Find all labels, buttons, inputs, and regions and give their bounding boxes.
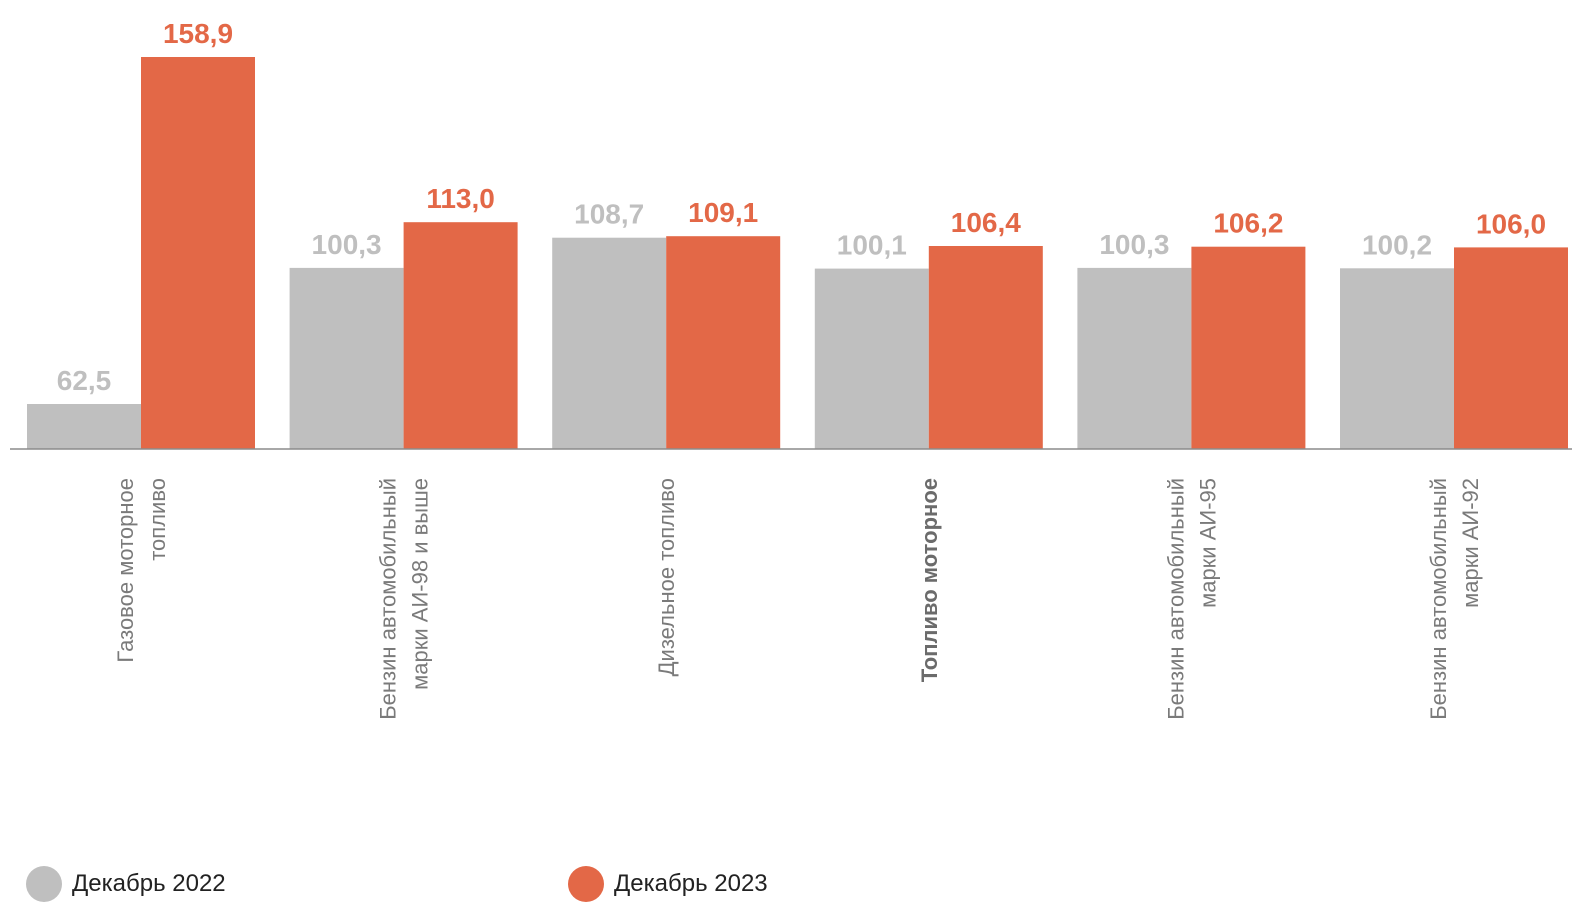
bar-s1-c2 <box>666 236 781 449</box>
legend-swatch-dec-2023 <box>568 866 604 902</box>
legend-item-dec-2023: Декабрь 2023 <box>568 866 768 902</box>
value-label-s0-c1: 100,3 <box>312 229 382 260</box>
bar-s1-c0 <box>141 57 255 449</box>
value-label-s1-c0: 158,9 <box>163 18 233 49</box>
value-label-s1-c5: 106,0 <box>1476 208 1546 239</box>
legend-label-dec-2022: Декабрь 2022 <box>72 870 226 897</box>
bar-s0-c2 <box>552 237 667 449</box>
category-label-c5-line0: Бензин автомобильный <box>1426 478 1451 720</box>
category-label-c1-line1: марки АИ-98 и выше <box>408 478 433 690</box>
value-label-s1-c3: 106,4 <box>951 207 1021 238</box>
bar-s1-c4 <box>1191 246 1306 449</box>
category-label-c4-line1: марки АИ-95 <box>1195 478 1220 608</box>
bar-s0-c3 <box>814 268 929 449</box>
category-label-c2-line0: Дизельное топливо <box>654 478 679 676</box>
bar-s0-c5 <box>1340 268 1454 449</box>
bar-s0-c0 <box>27 404 141 449</box>
bar-s1-c3 <box>928 246 1043 449</box>
bar-s0-c1 <box>289 267 404 449</box>
category-labels-layer: Газовое моторное топливо Бензин автомобиль… <box>113 478 1483 720</box>
value-label-s0-c4: 100,3 <box>1099 229 1169 260</box>
category-label-c0-line0: Газовое моторное <box>113 478 138 663</box>
category-label-c1-line0: Бензин автомобильный <box>376 478 401 720</box>
category-label-c4-line0: Бензин автомобильный <box>1163 478 1188 720</box>
legend-item-dec-2022: Декабрь 2022 <box>26 866 226 902</box>
value-label-s0-c3: 100,1 <box>837 230 907 261</box>
value-label-s0-c5: 100,2 <box>1362 229 1432 260</box>
legend-label-dec-2023: Декабрь 2023 <box>614 870 768 897</box>
value-labels-layer: 62,5 158,9 100,3 113,0 108,7 109,1 100,1 106,4 1… <box>57 18 1546 396</box>
bar-s1-c5 <box>1454 247 1568 449</box>
bar-s0-c4 <box>1077 267 1192 449</box>
legend-swatch-dec-2022 <box>26 866 62 902</box>
category-label-c0-line1: топливо <box>145 478 170 561</box>
bars-layer <box>27 57 1568 449</box>
value-label-s0-c2: 108,7 <box>574 199 644 230</box>
value-label-s1-c4: 106,2 <box>1213 208 1283 239</box>
value-label-s0-c0: 62,5 <box>57 365 112 396</box>
category-label-c3-line0: Топливо моторное <box>917 478 942 682</box>
bar-s1-c1 <box>403 222 518 449</box>
value-label-s1-c1: 113,0 <box>426 183 495 214</box>
category-label-c5-line1: марки АИ-92 <box>1458 478 1483 608</box>
value-label-s1-c2: 109,1 <box>688 197 758 228</box>
